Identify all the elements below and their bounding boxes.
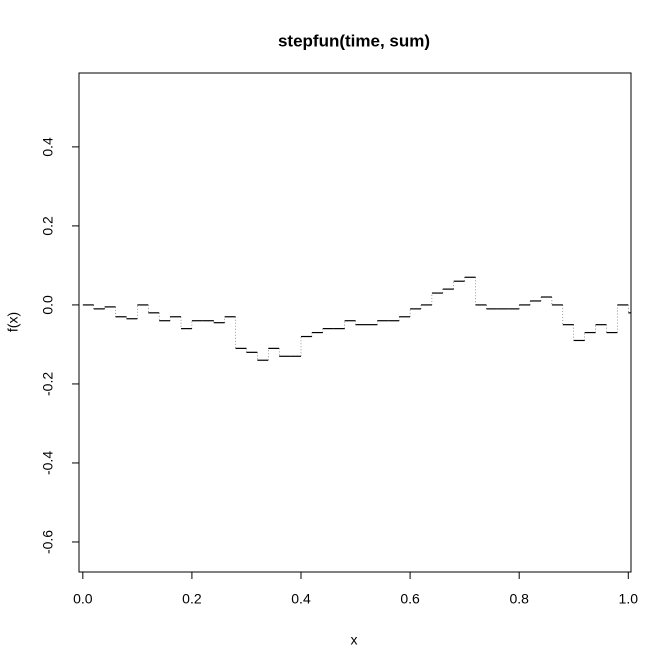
x-tick-label: 0.0 — [73, 591, 93, 607]
x-tick-label: 0.8 — [509, 591, 529, 607]
y-tick-label: -0.4 — [40, 451, 56, 475]
plot-box — [78, 72, 632, 573]
y-tick-label: 0.2 — [40, 216, 56, 236]
x-axis-label: x — [351, 632, 358, 648]
y-tick-label: 0.0 — [40, 295, 56, 315]
chart-title: stepfun(time, sum) — [278, 31, 430, 50]
x-tick-label: 0.4 — [291, 591, 311, 607]
x-tick-label: 0.6 — [400, 591, 420, 607]
y-tick-label: 0.4 — [40, 137, 56, 157]
x-tick-label: 1.0 — [619, 591, 639, 607]
y-tick-label: -0.2 — [40, 372, 56, 396]
x-tick-label: 0.2 — [182, 591, 202, 607]
y-tick-label: -0.6 — [40, 530, 56, 554]
y-axis-label: f(x) — [5, 312, 21, 332]
